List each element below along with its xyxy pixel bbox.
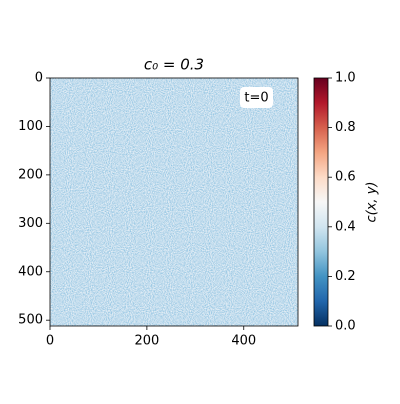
colorbar-label: c(x, y) [365, 182, 380, 223]
y-tick-label: 100 [18, 119, 43, 134]
x-tick-label: 200 [134, 334, 159, 349]
heatmap-noise [50, 78, 298, 326]
x-tick-label: 400 [231, 334, 256, 349]
y-tick-label: 0 [35, 71, 43, 86]
y-tick-label: 300 [18, 216, 43, 231]
plot-frame [49, 77, 299, 327]
chart-title: c₀ = 0.3 [144, 56, 204, 74]
annotation-box [240, 87, 273, 108]
colorbar-tick-label: 0.4 [335, 219, 356, 234]
annotation: t=0 [244, 91, 268, 106]
y-tick-label: 200 [18, 167, 43, 182]
colorbar-tick-label: 0.2 [335, 269, 356, 284]
colorbar-tick-label: 0.0 [335, 319, 356, 334]
y-tick-label: 400 [18, 264, 43, 279]
colorbar-tick-label: 1.0 [335, 71, 356, 86]
colorbar [313, 77, 329, 327]
x-tick-label: 0 [46, 334, 54, 349]
y-tick-label: 500 [18, 313, 43, 328]
colorbar-tick-label: 0.6 [335, 170, 356, 185]
colorbar-tick-label: 0.8 [335, 120, 356, 135]
